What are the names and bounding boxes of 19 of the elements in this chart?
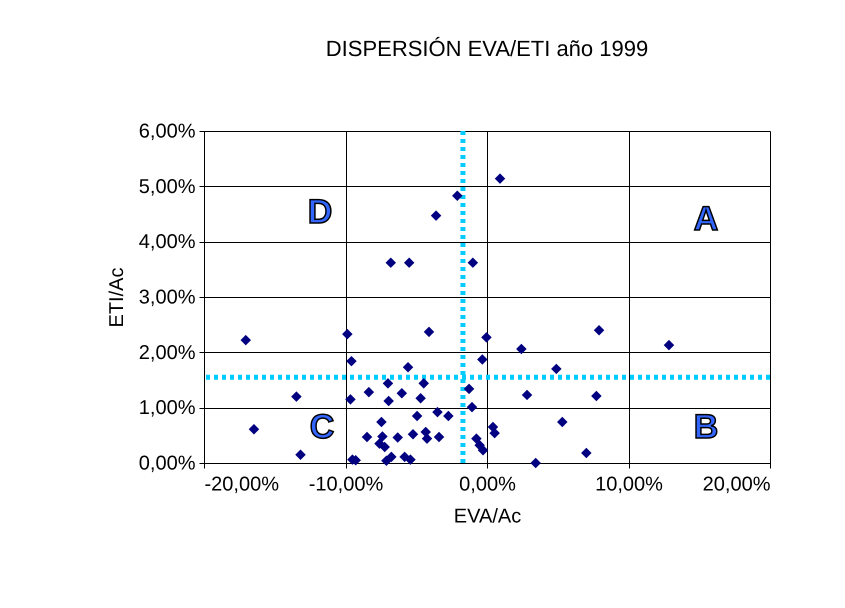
annotation: A: [694, 200, 718, 238]
annotation: C: [310, 408, 334, 446]
y-tick-label: 6,00%: [138, 120, 196, 142]
x-tick-label: -20,00%: [204, 474, 280, 496]
y-tick-label: 2,00%: [138, 342, 196, 364]
x-tick-label: -10,00%: [308, 474, 384, 496]
x-axis-title: EVA/Ac: [454, 506, 522, 528]
x-tick-label: 0,00%: [459, 474, 516, 496]
y-tick-label: 0,00%: [138, 452, 196, 474]
chart-title: DISPERSIÓN EVA/ETI año 1999: [326, 36, 648, 61]
y-tick-label: 1,00%: [138, 397, 196, 420]
annotation: B: [694, 408, 718, 446]
x-tick-label: 20,00%: [702, 474, 771, 496]
y-tick-label: 4,00%: [138, 231, 196, 254]
y-tick-label: 5,00%: [138, 176, 196, 198]
y-axis-title: ETI/Ac: [106, 267, 128, 328]
x-tick-label: 10,00%: [595, 474, 664, 496]
y-tick-label: 3,00%: [138, 286, 196, 308]
annotation: D: [308, 193, 332, 231]
